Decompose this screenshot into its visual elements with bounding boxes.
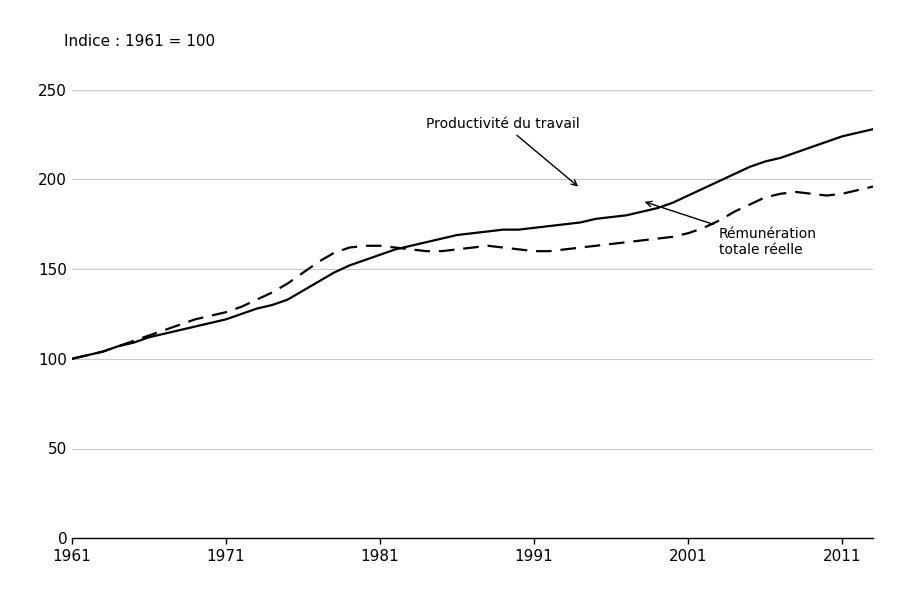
Text: Productivité du travail: Productivité du travail (427, 117, 580, 185)
Text: Indice : 1961 = 100: Indice : 1961 = 100 (64, 35, 215, 50)
Text: Rémunération
totale réelle: Rémunération totale réelle (646, 202, 817, 257)
